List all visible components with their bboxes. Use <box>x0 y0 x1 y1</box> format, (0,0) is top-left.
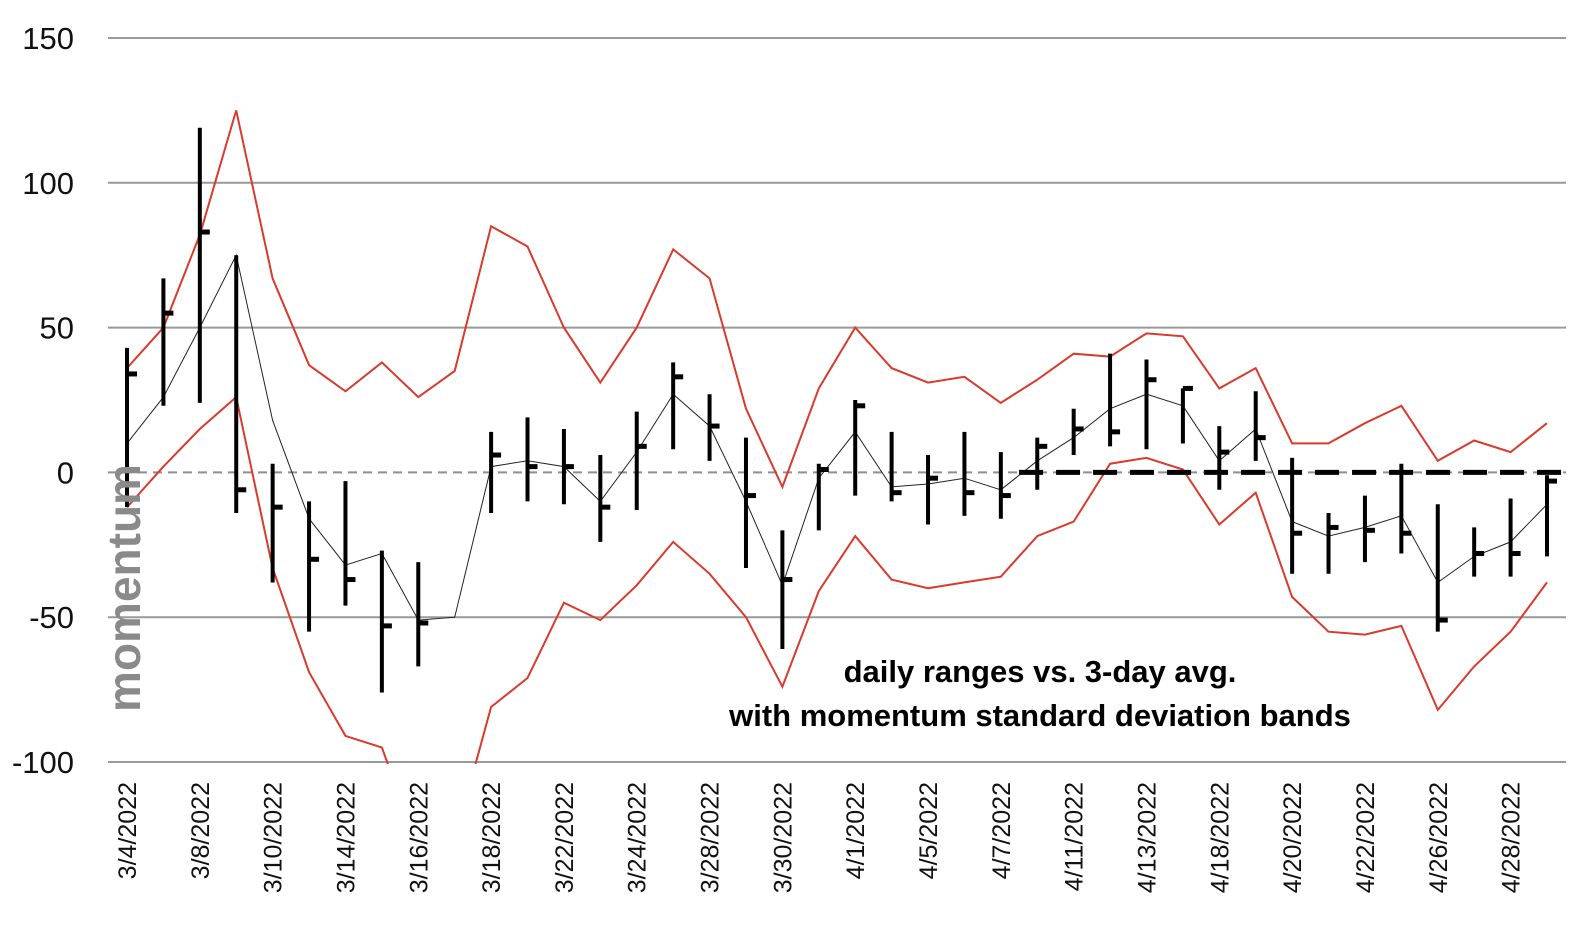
x-tick-label: 3/30/2022 <box>769 782 797 893</box>
y-tick-label: 0 <box>57 455 74 490</box>
x-tick-label: 3/10/2022 <box>260 782 288 893</box>
x-tick-label: 4/7/2022 <box>988 782 1016 879</box>
x-tick-label: 4/18/2022 <box>1206 782 1234 893</box>
x-tick-label: 4/22/2022 <box>1352 782 1380 893</box>
y-tick-label: 150 <box>22 21 74 56</box>
y-tick-label: -50 <box>29 600 74 635</box>
x-tick-label: 3/14/2022 <box>332 782 360 893</box>
y-tick-label: 100 <box>22 166 74 201</box>
x-tick-label: 4/5/2022 <box>915 782 943 879</box>
daily-range-bars <box>125 127 1557 693</box>
y-tick-label: 50 <box>40 311 74 346</box>
grid-lines <box>108 37 1566 763</box>
x-tick-label: 3/22/2022 <box>551 782 579 893</box>
lower-band-line <box>126 395 1548 764</box>
x-tick-label: 3/24/2022 <box>624 782 652 893</box>
plot-area <box>125 110 1565 764</box>
x-tick-label: 4/28/2022 <box>1498 782 1526 893</box>
x-tick-label: 4/20/2022 <box>1279 782 1307 893</box>
three-day-average <box>126 253 1548 621</box>
x-axis-ticks: 3/4/2022 3/8/2022 3/10/2022 3/14/2022 3/16/2… <box>114 782 1526 893</box>
y-axis-label: momentum <box>98 464 150 712</box>
x-tick-label: 3/4/2022 <box>114 782 142 879</box>
upper-band-line <box>126 110 1548 490</box>
x-tick-label: 4/13/2022 <box>1133 782 1161 893</box>
x-tick-label: 3/28/2022 <box>697 782 725 893</box>
x-tick-label: 3/18/2022 <box>478 782 506 893</box>
x-tick-label: 4/26/2022 <box>1425 782 1453 893</box>
annotation-line-1: daily ranges vs. 3-day avg. <box>844 654 1237 689</box>
y-axis-ticks: 150 100 50 0 -50 -100 <box>12 21 74 780</box>
y-tick-label: -100 <box>12 745 74 780</box>
annotation-line-2: with momentum standard deviation bands <box>728 698 1351 733</box>
x-tick-label: 4/1/2022 <box>842 782 870 879</box>
std-dev-bands <box>126 110 1548 764</box>
x-tick-label: 3/16/2022 <box>405 782 433 893</box>
x-tick-label: 3/8/2022 <box>187 782 215 879</box>
x-tick-label: 4/11/2022 <box>1061 782 1089 891</box>
avg-line <box>126 253 1548 621</box>
